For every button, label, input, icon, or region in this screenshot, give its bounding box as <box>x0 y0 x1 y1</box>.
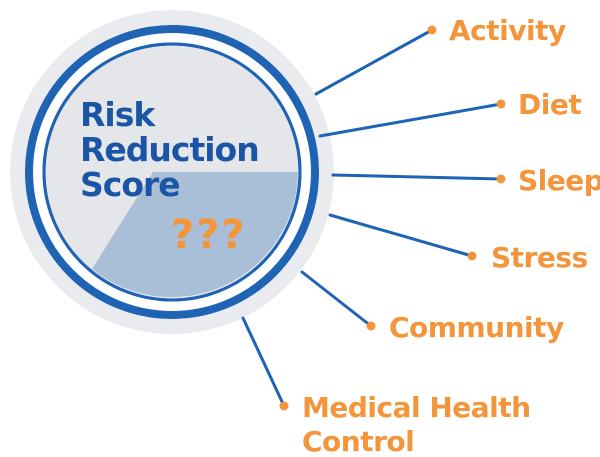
gauge-inner-outline <box>42 42 302 302</box>
gauge-title-line-3: Score <box>80 165 180 204</box>
factor-label-sleep: Sleep <box>518 164 600 197</box>
connector-medical-health-control <box>241 316 286 408</box>
connector-dots <box>279 25 506 411</box>
dot-stress <box>467 251 477 261</box>
dot-diet <box>496 99 506 109</box>
gauge-title-line-2: Reduction <box>80 130 259 169</box>
factor-label-medical-health-control-line-2: Control <box>302 425 414 457</box>
score-gauge: Risk Reduction Score ??? <box>10 10 334 334</box>
connector-sleep <box>331 173 503 181</box>
connector-lines <box>241 28 503 408</box>
factor-label-activity: Activity <box>449 14 566 47</box>
gauge-title-line-1: Risk <box>80 95 156 134</box>
score-placeholder: ??? <box>171 212 247 258</box>
factor-label-stress: Stress <box>491 241 588 274</box>
dot-sleep <box>496 174 506 184</box>
factor-label-medical-health-control-line-1: Medical Health <box>302 391 531 424</box>
connector-stress <box>328 213 474 258</box>
gauge-fill-segment <box>92 172 298 298</box>
dot-activity <box>427 25 437 35</box>
connector-community <box>300 270 373 328</box>
connector-diet <box>318 102 503 138</box>
factor-label-community: Community <box>389 311 564 344</box>
factor-label-diet: Diet <box>518 88 581 121</box>
dot-medical-health-control <box>279 401 289 411</box>
connector-activity <box>314 28 434 96</box>
dot-community <box>366 321 376 331</box>
factor-labels: Activity Diet Sleep Stress Community Med… <box>302 14 600 457</box>
